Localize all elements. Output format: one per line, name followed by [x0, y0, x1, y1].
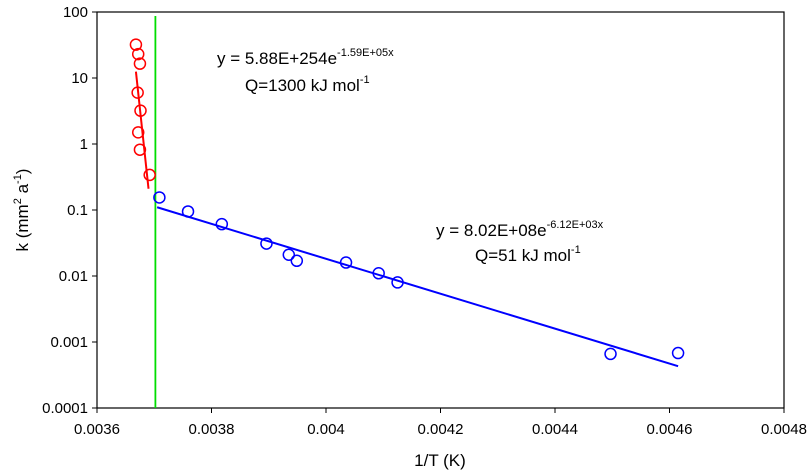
blue-data-point — [372, 267, 385, 280]
y-tick-label: 10 — [71, 70, 88, 87]
fit-lines — [134, 16, 679, 408]
blue-data-point — [181, 205, 195, 218]
red-data-point — [131, 126, 145, 139]
blue-data-point — [290, 254, 304, 268]
red-data-point — [131, 86, 144, 99]
x-tick-label: 0.0044 — [532, 421, 578, 438]
red-data-point — [133, 57, 147, 70]
y-tick-label: 0.001 — [50, 334, 88, 351]
data-points — [129, 38, 685, 361]
x-tick-label: 0.004 — [307, 421, 345, 438]
y-tick-label: 0.0001 — [42, 400, 88, 417]
y-axis-title-main: k (mm — [13, 204, 32, 251]
red-fit-energy: Q=1300 kJ mol-1 — [245, 74, 370, 95]
y-axis-title-sup2: -1 — [12, 174, 24, 184]
x-tick-label: 0.0038 — [189, 421, 235, 438]
y-axis-title: k (mm2 a-1) — [12, 169, 32, 252]
red-data-point — [133, 143, 147, 156]
red-data-point — [131, 47, 145, 61]
x-axis-title: 1/T (K) — [414, 451, 466, 470]
y-tick-label: 0.1 — [67, 202, 88, 219]
blue-data-point — [282, 248, 296, 261]
red-fit-equation: y = 5.88E+254e-1.59E+05x — [217, 47, 394, 68]
y-axis-ticks: 0.0001 0.001 0.01 0.1 1 10 100 — [42, 4, 97, 417]
blue-data-point — [260, 237, 273, 250]
blue-data-point — [671, 346, 685, 360]
y-axis-title-end: ) — [13, 169, 32, 175]
x-tick-label: 0.0046 — [647, 421, 693, 438]
y-tick-label: 0.01 — [59, 268, 88, 285]
x-tick-label: 0.0036 — [74, 421, 120, 438]
red-data-point — [134, 104, 147, 117]
red-data-point — [143, 168, 156, 182]
x-tick-label: 0.0042 — [418, 421, 464, 438]
blue-data-point — [339, 256, 353, 269]
red-data-point — [129, 38, 143, 51]
y-tick-label: 1 — [80, 136, 88, 153]
red-fit-line — [134, 71, 150, 189]
blue-data-point — [604, 347, 617, 361]
blue-data-point — [153, 191, 166, 204]
blue-fit-equation: y = 8.02E+08e-6.12E+03x — [436, 219, 604, 240]
blue-data-point — [391, 276, 404, 289]
y-axis-title-mid: a — [13, 183, 32, 198]
y-axis-title-sup1: 2 — [12, 198, 24, 204]
blue-fit-energy: Q=51 kJ mol-1 — [475, 244, 581, 265]
y-tick-label: 100 — [63, 4, 88, 21]
blue-data-point — [215, 217, 229, 231]
blue-fit-line — [156, 206, 679, 368]
x-axis-ticks: 0.0036 0.0038 0.004 0.0042 0.0044 0.0046 0.004… — [74, 408, 807, 438]
x-tick-label: 0.0048 — [761, 421, 807, 438]
